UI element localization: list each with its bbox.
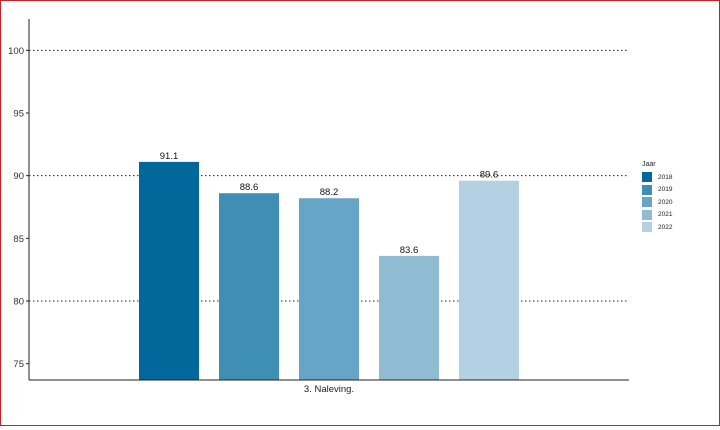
- bar-2019: [219, 193, 279, 380]
- legend-swatch: [642, 184, 652, 195]
- bar-value-labels: 91.1 88.6 88.2 83.6 89.6: [160, 151, 499, 256]
- bar-value-label-2020: 88.2: [320, 187, 339, 198]
- y-tick-label: 75: [13, 359, 24, 370]
- legend-title: Jaar: [642, 161, 656, 168]
- legend-label: 2019: [658, 186, 673, 194]
- y-tick-label: 80: [13, 297, 24, 308]
- bar-value-label-2018: 91.1: [160, 151, 179, 162]
- legend-label: 2021: [658, 211, 673, 219]
- legend-items: 2018 2019 2020 2021 2022: [642, 171, 672, 234]
- bar-2020: [299, 198, 359, 380]
- bar-2021: [379, 255, 439, 380]
- y-tick-label: 85: [13, 234, 24, 245]
- bar-2022: [459, 180, 519, 380]
- bars: [139, 161, 519, 380]
- legend-swatch: [642, 172, 652, 183]
- legend-label: 2020: [658, 198, 673, 206]
- legend-label: 2022: [658, 223, 673, 231]
- legend-item-2022: 2022: [642, 221, 672, 234]
- bar-value-label-2021: 83.6: [400, 245, 419, 256]
- legend-swatch: [642, 209, 652, 220]
- axes: [28, 19, 629, 381]
- legend-item-2021: 2021: [642, 209, 672, 222]
- y-axis-tick-labels: 75 80 85 90 95 100: [8, 46, 29, 370]
- bar-value-label-2019: 88.6: [240, 182, 259, 193]
- legend-item-2020: 2020: [642, 196, 672, 209]
- bar-value-label-2022: 89.6: [480, 170, 499, 181]
- legend-swatch: [642, 197, 652, 208]
- legend-label: 2018: [658, 173, 673, 181]
- y-tick-label: 95: [13, 109, 24, 120]
- bar-2018: [139, 161, 199, 380]
- x-axis-category-label: 3. Naleving.: [304, 384, 354, 395]
- y-tick-label: 90: [13, 171, 24, 182]
- legend-item-2018: 2018: [642, 171, 672, 184]
- legend: Jaar 2018 2019 2020 2021 2022: [642, 161, 672, 234]
- legend-item-2019: 2019: [642, 184, 672, 197]
- y-tick-label: 100: [8, 46, 24, 57]
- legend-swatch: [642, 222, 652, 233]
